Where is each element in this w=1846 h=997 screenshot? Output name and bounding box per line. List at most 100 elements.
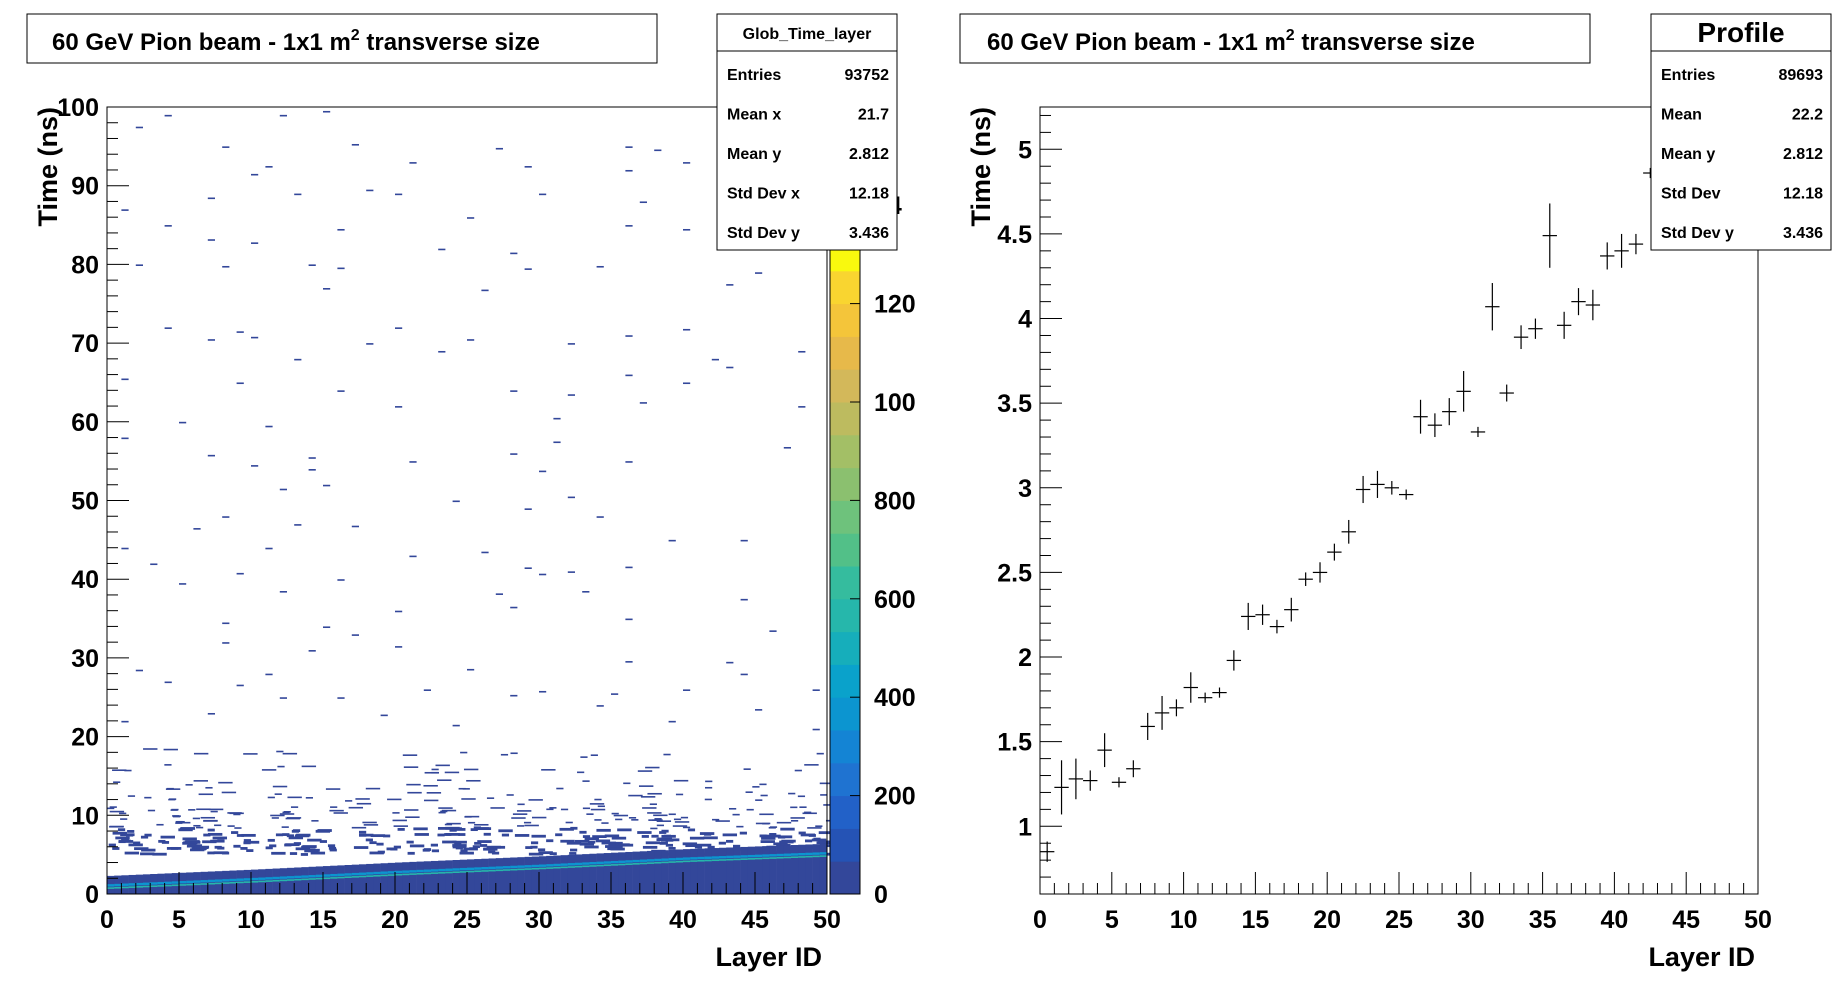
palette-band bbox=[830, 861, 860, 895]
hist-hit bbox=[560, 808, 569, 811]
hist-hit bbox=[597, 805, 605, 808]
stats-label: Entries bbox=[727, 67, 781, 84]
hist-hit bbox=[479, 844, 488, 847]
hist-hit bbox=[390, 847, 398, 851]
hist-hit bbox=[123, 839, 131, 843]
hist-hit bbox=[135, 264, 143, 266]
hist-hit bbox=[362, 821, 377, 824]
palette-band bbox=[830, 598, 860, 633]
hist-hit bbox=[185, 784, 193, 786]
hist-hit bbox=[525, 846, 533, 849]
hist-hit bbox=[243, 841, 251, 845]
hist-hit bbox=[637, 770, 653, 772]
hist-hit bbox=[524, 824, 539, 827]
hist-band-peak bbox=[611, 860, 619, 864]
hist-hit bbox=[444, 823, 453, 826]
hist-hit bbox=[281, 826, 289, 828]
palette-band bbox=[830, 566, 860, 600]
stats-label: Std Dev bbox=[1661, 186, 1721, 203]
palette-band bbox=[830, 533, 860, 567]
hist-band-column bbox=[596, 853, 605, 894]
hist-hit bbox=[539, 470, 547, 473]
hist-hit bbox=[649, 803, 657, 806]
hist-hit bbox=[383, 834, 391, 838]
hist-hit bbox=[109, 810, 125, 813]
hist-band-peak bbox=[128, 883, 137, 886]
hist-hit bbox=[683, 328, 691, 331]
hist-hit bbox=[294, 524, 302, 526]
hist-hit bbox=[539, 573, 547, 576]
hist-hit bbox=[549, 807, 557, 809]
hist-hit bbox=[490, 807, 505, 809]
hist-band-column bbox=[704, 848, 713, 894]
hist-band-peak bbox=[279, 879, 288, 882]
hist-hit bbox=[672, 825, 688, 827]
hist-hit bbox=[584, 837, 599, 841]
hist-hit bbox=[732, 813, 740, 816]
hist-hit bbox=[404, 809, 419, 811]
hist-band-column bbox=[589, 853, 597, 894]
hist-band-column bbox=[315, 866, 324, 894]
hist-band-peak bbox=[301, 875, 309, 878]
hist-hit bbox=[311, 820, 319, 822]
x-tick-label: 15 bbox=[1241, 906, 1269, 934]
hist-hit bbox=[647, 812, 662, 814]
hist-hit bbox=[120, 833, 135, 837]
hist-hit bbox=[722, 833, 738, 837]
hist-hit bbox=[759, 813, 774, 816]
hist-hit bbox=[438, 811, 446, 814]
stats-value: 22.2 bbox=[1792, 107, 1823, 124]
hist-hit bbox=[467, 668, 475, 671]
left-x-axis-label: Layer ID bbox=[715, 942, 822, 972]
hist-hit bbox=[611, 836, 627, 840]
hist-hit bbox=[185, 840, 201, 844]
hist-hit bbox=[164, 681, 172, 684]
hist-band-column bbox=[675, 849, 684, 894]
hist-hit bbox=[625, 618, 633, 621]
hist-hit bbox=[251, 465, 259, 467]
hist-hit bbox=[305, 848, 320, 852]
hist-band-peak bbox=[251, 881, 259, 883]
hist-band-peak bbox=[704, 859, 713, 862]
profile-point bbox=[1542, 203, 1557, 268]
hist-hit bbox=[424, 771, 440, 774]
hist-band-column bbox=[186, 872, 194, 894]
hist-hit bbox=[274, 793, 282, 795]
palette-tick-label: 600 bbox=[874, 586, 916, 614]
hist-band-peak bbox=[265, 877, 273, 880]
hist-hit bbox=[176, 821, 191, 824]
hist-hit bbox=[251, 173, 259, 176]
stats-value: 12.18 bbox=[1783, 186, 1823, 203]
hist-hit bbox=[164, 225, 172, 227]
hist-hit bbox=[524, 268, 532, 270]
hist-band-peak bbox=[755, 854, 763, 858]
hist-band-peak bbox=[495, 866, 504, 869]
hist-hit bbox=[283, 810, 291, 813]
profile-point bbox=[1513, 325, 1529, 350]
hist-hit bbox=[538, 851, 553, 855]
hist-hit bbox=[579, 830, 587, 834]
hist-hit bbox=[743, 768, 751, 770]
hist-band-peak bbox=[603, 864, 612, 867]
hist-hit bbox=[752, 786, 760, 788]
hist-band-column bbox=[711, 848, 720, 894]
hist-band-peak bbox=[553, 863, 561, 867]
hist-hit bbox=[363, 824, 379, 826]
hist-hit bbox=[438, 807, 453, 809]
x-tick-label: 45 bbox=[1672, 906, 1700, 934]
hist-hit bbox=[476, 827, 492, 831]
hist-band-peak bbox=[625, 863, 633, 865]
hist-hit bbox=[251, 336, 259, 339]
stats-label: Mean x bbox=[727, 107, 781, 124]
hist-hit bbox=[124, 851, 140, 855]
left-stats-rows: Entries 93752 Mean x 21.7 Mean y 2.812 Std Dev… bbox=[727, 67, 889, 242]
hist-hit bbox=[682, 842, 698, 846]
hist-hit bbox=[683, 162, 691, 164]
hist-hit bbox=[689, 836, 705, 840]
hist-hit bbox=[164, 764, 172, 766]
hist-hit bbox=[119, 812, 127, 815]
hist-band-column bbox=[510, 857, 518, 894]
hist-hit bbox=[673, 818, 682, 821]
hist-hit bbox=[117, 828, 126, 832]
palette-band bbox=[830, 697, 860, 731]
